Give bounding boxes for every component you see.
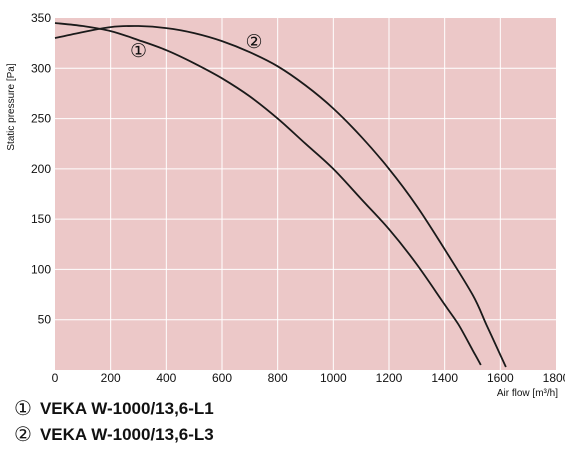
y-tick-label-200: 200 (31, 162, 51, 176)
x-tick-label-800: 800 (268, 371, 288, 385)
curve-annotation-1: ① (130, 40, 147, 62)
static-pressure-chart: 0 200 400 600 800 1000 1200 1400 1600 1800 50 100 15… (6, 11, 565, 399)
series-line-2 (54, 25, 507, 368)
legend-label-1: VEKA W-1000/13,6-L1 (39, 399, 214, 418)
y-axis-label: Static pressure [Pa] (6, 63, 17, 150)
y-tick-label-150: 150 (31, 212, 51, 226)
curve-annotation-2: ② (245, 31, 262, 53)
legend-label-2: VEKA W-1000/13,6-L3 (39, 425, 214, 444)
x-tick-label-1400: 1400 (431, 371, 458, 385)
x-tick-label-1800: 1800 (543, 371, 565, 385)
legend-marker-1: ① (14, 398, 32, 420)
x-tick-label-1000: 1000 (320, 371, 347, 385)
y-tick-label-350: 350 (31, 11, 51, 25)
x-tick-label-400: 400 (156, 371, 176, 385)
plot-area (55, 18, 556, 370)
series-lines (54, 22, 507, 368)
series-line-1 (54, 22, 482, 366)
y-tick-label-50: 50 (38, 313, 52, 327)
grid (55, 18, 556, 370)
legend-entry-2: ② VEKA W-1000/13,6-L3 (14, 425, 214, 445)
x-tick-label-0: 0 (52, 371, 59, 385)
legend-marker-2: ② (14, 424, 32, 446)
x-tick-label-600: 600 (212, 371, 232, 385)
tick-labels: 0 200 400 600 800 1000 1200 1400 1600 1800 50 100 15… (31, 11, 565, 385)
y-tick-label-100: 100 (31, 262, 51, 276)
y-tick-label-250: 250 (31, 112, 51, 126)
y-tick-label-300: 300 (31, 61, 51, 75)
x-tick-label-1200: 1200 (376, 371, 403, 385)
legend-entry-1: ① VEKA W-1000/13,6-L1 (14, 399, 214, 419)
x-axis-label: Air flow [m³/h] (497, 388, 558, 399)
x-tick-label-200: 200 (101, 371, 121, 385)
x-tick-label-1600: 1600 (487, 371, 514, 385)
